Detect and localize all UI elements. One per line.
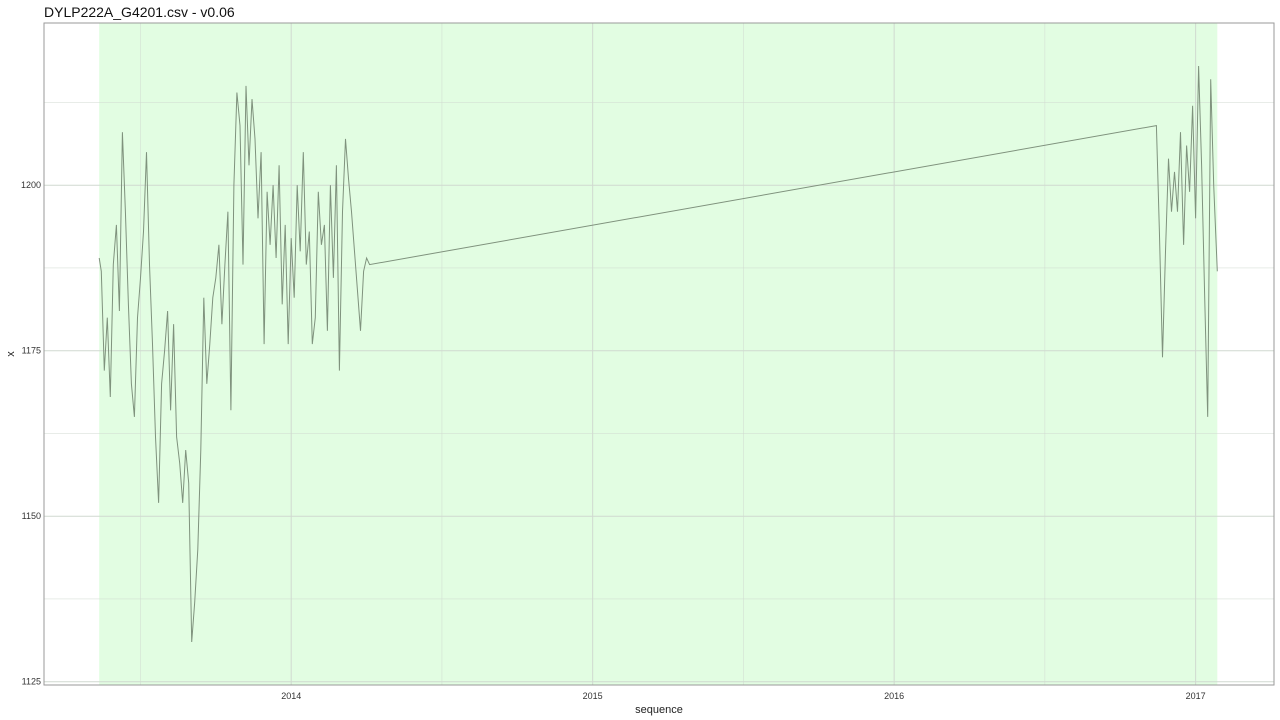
plot-border [43, 22, 1275, 686]
y-tick-label: 1125 [22, 677, 41, 687]
x-tick-label: 2014 [281, 691, 301, 701]
y-tick-label: 1175 [22, 346, 41, 356]
x-tick-label: 2015 [583, 691, 603, 701]
highlight-band [99, 23, 1218, 685]
chart-title: DYLP222A_G4201.csv - v0.06 [44, 4, 235, 20]
grid-lines [44, 23, 1274, 685]
data-series-line [98, 65, 1218, 643]
y-axis-label: x [5, 351, 17, 357]
x-tick-label: 2016 [884, 691, 904, 701]
y-tick-label: 1200 [21, 180, 41, 190]
axis-ticks: 2014 2015 2016 2017 1125 1150 1175 1200 [21, 180, 1206, 701]
y-tick-label: 1150 [22, 511, 41, 521]
x-axis-label: sequence [635, 704, 683, 716]
x-tick-label: 2017 [1186, 691, 1206, 701]
